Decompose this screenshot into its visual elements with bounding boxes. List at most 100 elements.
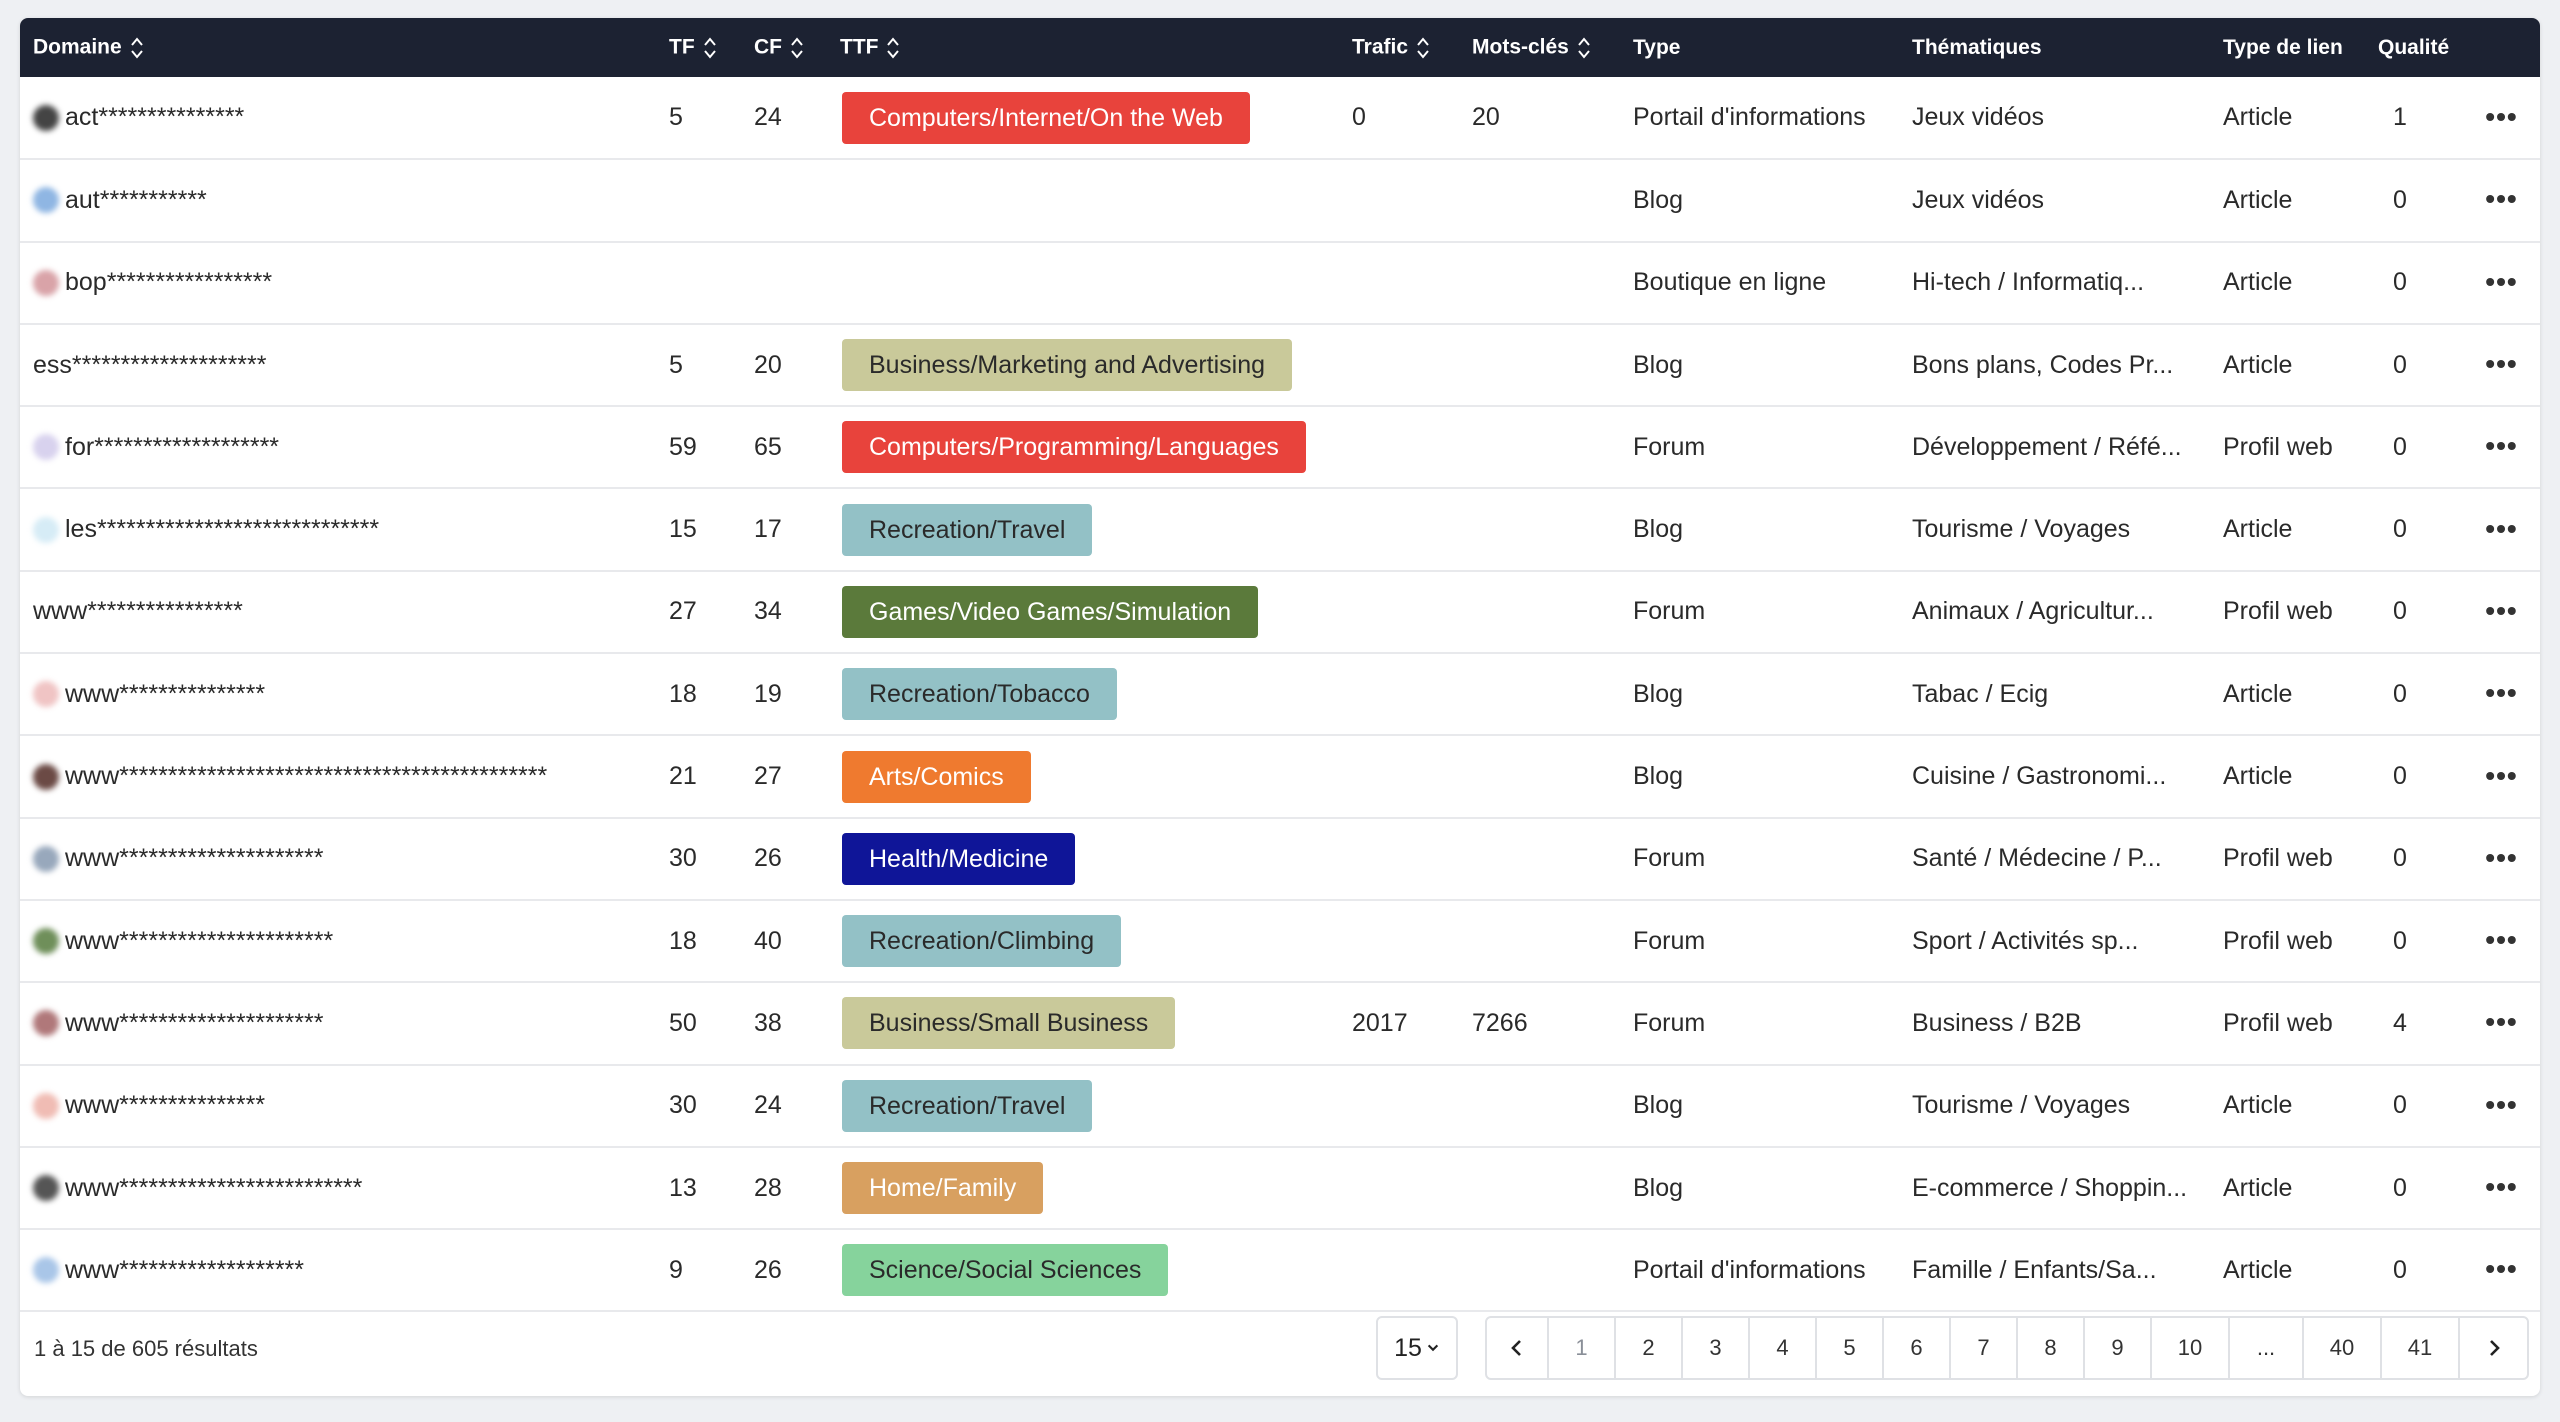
cell-actions: ••• <box>2463 982 2540 1064</box>
ttf-tag: Recreation/Travel <box>842 503 1093 556</box>
cell-ttf <box>827 242 1339 324</box>
more-horizontal-icon[interactable]: ••• <box>2485 100 2518 132</box>
table-row[interactable]: www*************** 18 19 Recreation/Tobacco… <box>20 653 2540 736</box>
per-page-select[interactable]: 15 <box>1376 1316 1458 1380</box>
per-page-value: 15 <box>1394 1333 1422 1362</box>
ttf-tag: Business/Small Business <box>842 997 1176 1050</box>
page-button[interactable]: 8 <box>2018 1318 2085 1378</box>
more-horizontal-icon[interactable]: ••• <box>2485 1253 2518 1285</box>
more-horizontal-icon[interactable]: ••• <box>2485 1171 2518 1202</box>
more-horizontal-icon[interactable]: ••• <box>2485 430 2518 462</box>
table-row[interactable]: www**************** 27 34 Games/Video Games… <box>20 571 2540 654</box>
page-button[interactable]: 10 <box>2152 1318 2230 1378</box>
domain-name: les***************************** <box>65 515 380 544</box>
cell-trafic <box>1339 571 1459 653</box>
cell-mots-cles <box>1459 818 1620 900</box>
page-button[interactable]: 6 <box>1884 1318 1951 1378</box>
page-button[interactable]: 7 <box>1951 1318 2018 1378</box>
more-horizontal-icon[interactable]: ••• <box>2485 594 2518 626</box>
more-horizontal-icon[interactable]: ••• <box>2485 183 2518 215</box>
cell-qualite: 0 <box>2393 844 2407 873</box>
cell-domaine: for******************* <box>20 406 656 488</box>
cell-type: Forum <box>1633 844 1706 873</box>
domain-wrap: for******************* <box>33 433 656 462</box>
cell-cf: 24 <box>754 1091 782 1120</box>
cell-type: Blog <box>1633 679 1684 708</box>
table-row[interactable]: www******************* 9 26 Science/Social … <box>20 1229 2540 1312</box>
cell-domaine: ess******************** <box>20 324 656 406</box>
cell-qualite: 0 <box>2393 515 2407 544</box>
table-footer: 1 à 15 de 605 résultats 15 1 2 3 4 5 6 7 8 9 10..… <box>20 1286 2540 1396</box>
cell-qualite: 0 <box>2393 926 2407 955</box>
cell-ttf: Recreation/Travel <box>827 1065 1339 1147</box>
sort-updown-icon[interactable] <box>1577 35 1591 61</box>
cell-mots-cles <box>1459 159 1620 241</box>
cell-qualite: 0 <box>2393 185 2407 214</box>
table-row[interactable]: les***************************** 15 17 Recr… <box>20 488 2540 571</box>
more-horizontal-icon[interactable]: ••• <box>2485 1006 2518 1038</box>
cell-type-de-lien: Article <box>2223 679 2293 708</box>
page-button[interactable]: 2 <box>1616 1318 1683 1378</box>
table-row[interactable]: act*************** 5 24 Computers/Internet/… <box>20 77 2540 160</box>
cell-trafic <box>1339 406 1459 488</box>
cell-cf: 26 <box>754 844 782 873</box>
table-row[interactable]: ess******************** 5 20 Business/Marke… <box>20 324 2540 407</box>
more-horizontal-icon[interactable]: ••• <box>2485 677 2518 709</box>
cell-mots-cles <box>1459 1147 1620 1229</box>
cell-cf <box>741 159 827 241</box>
favicon-icon <box>33 845 59 872</box>
table-row[interactable]: bop***************** Boutique en ligne Hi-… <box>20 242 2540 324</box>
cell-tf: 9 <box>669 1255 683 1284</box>
page-button[interactable]: 40 <box>2304 1318 2382 1378</box>
page-button[interactable]: 41 <box>2382 1318 2460 1378</box>
sort-updown-icon[interactable] <box>1416 35 1430 61</box>
sort-updown-icon[interactable] <box>703 35 717 61</box>
table-row[interactable]: www********************** 18 40 Recreation/… <box>20 900 2540 983</box>
page-button[interactable]: 9 <box>2085 1318 2152 1378</box>
more-horizontal-icon[interactable]: ••• <box>2485 841 2518 873</box>
col-trafic[interactable]: Trafic <box>1339 18 1459 77</box>
cell-actions: ••• <box>2463 159 2540 241</box>
sort-updown-icon[interactable] <box>886 35 900 61</box>
cell-tf <box>656 242 741 324</box>
col-domaine[interactable]: Domaine <box>20 18 656 77</box>
table-row[interactable]: www********************* 30 26 Health/Medic… <box>20 818 2540 900</box>
table-row[interactable]: www************************* 13 28 Home/Fam… <box>20 1147 2540 1230</box>
col-mots-cles[interactable]: Mots-clés <box>1459 18 1620 77</box>
sort-updown-icon[interactable] <box>130 35 144 61</box>
more-horizontal-icon[interactable]: ••• <box>2485 348 2518 380</box>
cell-thematiques: Bons plans, Codes Pr... <box>1912 350 2174 379</box>
cell-qualite: 0 <box>2393 1091 2407 1120</box>
cell-actions: ••• <box>2463 653 2540 735</box>
col-cf[interactable]: CF <box>741 18 827 77</box>
more-horizontal-icon[interactable]: ••• <box>2485 924 2518 956</box>
cell-mots-cles <box>1459 571 1620 653</box>
domain-wrap: www*************************************… <box>33 762 656 791</box>
table-row[interactable]: www*************************************… <box>20 735 2540 818</box>
table-row[interactable]: www*************** 30 24 Recreation/Travel B… <box>20 1065 2540 1147</box>
page-button[interactable]: 5 <box>1817 1318 1884 1378</box>
page-button[interactable]: 1 <box>1549 1318 1616 1378</box>
col-qualite: Qualité <box>2378 35 2450 59</box>
pager-prev-button[interactable] <box>1487 1318 1549 1378</box>
page-button[interactable]: 3 <box>1683 1318 1750 1378</box>
more-horizontal-icon[interactable]: ••• <box>2485 759 2518 791</box>
sort-updown-icon[interactable] <box>790 35 804 61</box>
cell-cf: 17 <box>754 515 782 544</box>
cell-tf <box>656 159 741 241</box>
more-horizontal-icon[interactable]: ••• <box>2485 512 2518 544</box>
pager-next-button[interactable] <box>2460 1318 2527 1378</box>
col-ttf[interactable]: TTF <box>827 18 1339 77</box>
domain-wrap: www******************* <box>33 1256 656 1285</box>
cell-qualite: 4 <box>2393 1008 2407 1037</box>
cell-trafic: 0 <box>1352 103 1366 132</box>
page-button[interactable]: 4 <box>1750 1318 1817 1378</box>
more-horizontal-icon[interactable]: ••• <box>2485 1088 2518 1120</box>
table-row[interactable]: aut*********** Blog Jeux vidéos Article 0 ••• <box>20 159 2540 242</box>
table-row[interactable]: for******************* 59 65 Computers/Prog… <box>20 406 2540 489</box>
more-horizontal-icon[interactable]: ••• <box>2485 265 2518 297</box>
table-row[interactable]: www********************* 50 38 Business/Sma… <box>20 982 2540 1065</box>
cell-thematiques: Tabac / Ecig <box>1912 679 2049 708</box>
col-tf[interactable]: TF <box>656 18 741 77</box>
cell-ttf: Home/Family <box>827 1147 1339 1229</box>
